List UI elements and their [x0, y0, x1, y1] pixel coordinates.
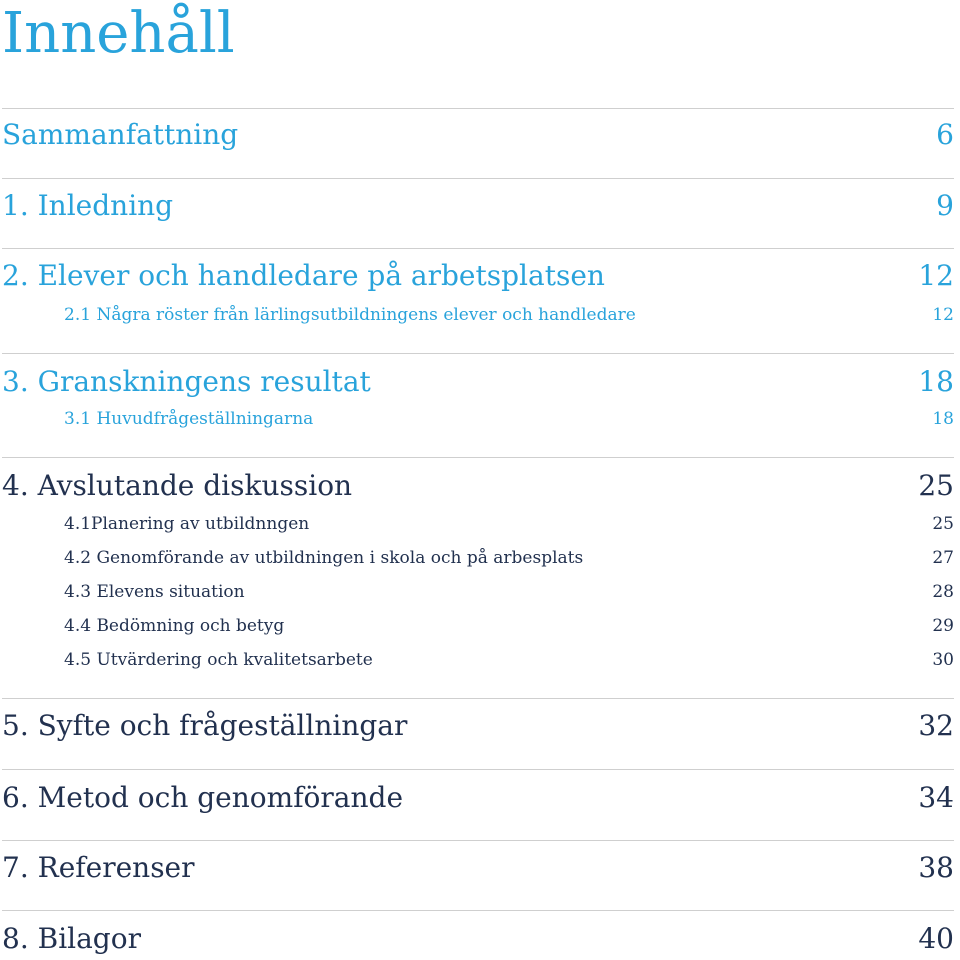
toc-entry-page: 34 [918, 781, 954, 814]
toc-subentry-4-2[interactable]: 4.2 Genomförande av utbildningen i skola… [2, 546, 954, 570]
toc-subentry-page: 28 [932, 582, 954, 602]
toc-subentry-label: 4.5 Utvärdering och kvalitetsarbete [64, 650, 373, 670]
divider [2, 248, 954, 249]
toc-subentry-page: 12 [932, 305, 954, 325]
toc-subentry-label: 2.1 Några röster från lärlingsutbildning… [64, 305, 636, 325]
toc-entry-label: 5. Syfte och frågeställningar [2, 709, 408, 742]
toc-entry-avslutande-diskussion[interactable]: 4. Avslutande diskussion 25 [2, 468, 954, 504]
toc-subentry-4-5[interactable]: 4.5 Utvärdering och kvalitetsarbete 30 [2, 648, 954, 672]
divider [2, 698, 954, 699]
toc-entry-page: 12 [918, 259, 954, 292]
toc-entry-elever-och-handledare[interactable]: 2. Elever och handledare på arbetsplatse… [2, 258, 954, 294]
toc-entry-page: 9 [936, 189, 954, 222]
toc-subentry-3-1[interactable]: 3.1 Huvudfrågeställningarna 18 [2, 407, 954, 431]
divider [2, 769, 954, 770]
toc-entry-label: 4. Avslutande diskussion [2, 469, 353, 502]
toc-entry-syfte-och-fragestallningar[interactable]: 5. Syfte och frågeställningar 32 [2, 708, 954, 744]
toc-subentry-label: 4.3 Elevens situation [64, 582, 245, 602]
toc-entry-page: 18 [918, 365, 954, 398]
toc-entry-granskningens-resultat[interactable]: 3. Granskningens resultat 18 [2, 364, 954, 400]
toc-entry-label: 1. Inledning [2, 189, 174, 222]
toc-entry-bilagor[interactable]: 8. Bilagor 40 [2, 921, 954, 957]
toc-subentry-page: 18 [932, 409, 954, 429]
toc-subentry-page: 25 [932, 514, 954, 534]
divider [2, 457, 954, 458]
toc-entry-referenser[interactable]: 7. Referenser 38 [2, 850, 954, 886]
toc-entry-page: 38 [918, 851, 954, 884]
toc-subentry-label: 3.1 Huvudfrågeställningarna [64, 409, 314, 429]
toc-subentry-page: 30 [932, 650, 954, 670]
toc-entry-page: 25 [918, 469, 954, 502]
toc-subentry-4-4[interactable]: 4.4 Bedömning och betyg 29 [2, 614, 954, 638]
toc-subentry-4-3[interactable]: 4.3 Elevens situation 28 [2, 580, 954, 604]
divider [2, 840, 954, 841]
toc-entry-label: Sammanfattning [2, 118, 239, 151]
toc-subentry-page: 27 [932, 548, 954, 568]
toc-entry-page: 40 [918, 922, 954, 955]
toc-entry-label: 7. Referenser [2, 851, 195, 884]
toc-entry-sammanfattning[interactable]: Sammanfattning 6 [2, 117, 954, 153]
divider [2, 108, 954, 109]
toc-entry-page: 32 [918, 709, 954, 742]
toc-subentry-label: 4.4 Bedömning och betyg [64, 616, 285, 636]
toc-entry-metod-och-genomforande[interactable]: 6. Metod och genomförande 34 [2, 780, 954, 816]
toc-subentry-4-1[interactable]: 4.1Planering av utbildnngen 25 [2, 512, 954, 536]
toc-subentry-label: 4.1Planering av utbildnngen [64, 514, 310, 534]
divider [2, 910, 954, 911]
divider [2, 353, 954, 354]
toc-entry-label: 8. Bilagor [2, 922, 141, 955]
toc-entry-label: 3. Granskningens resultat [2, 365, 371, 398]
toc-subentry-label: 4.2 Genomförande av utbildningen i skola… [64, 548, 584, 568]
toc-entry-inledning[interactable]: 1. Inledning 9 [2, 188, 954, 224]
toc-entry-label: 2. Elever och handledare på arbetsplatse… [2, 259, 605, 292]
divider [2, 178, 954, 179]
toc-subentry-2-1[interactable]: 2.1 Några röster från lärlingsutbildning… [2, 303, 954, 327]
toc-subentry-page: 29 [932, 616, 954, 636]
toc-entry-label: 6. Metod och genomförande [2, 781, 404, 814]
page-title: Innehåll [2, 1, 235, 66]
toc-entry-page: 6 [936, 118, 954, 151]
